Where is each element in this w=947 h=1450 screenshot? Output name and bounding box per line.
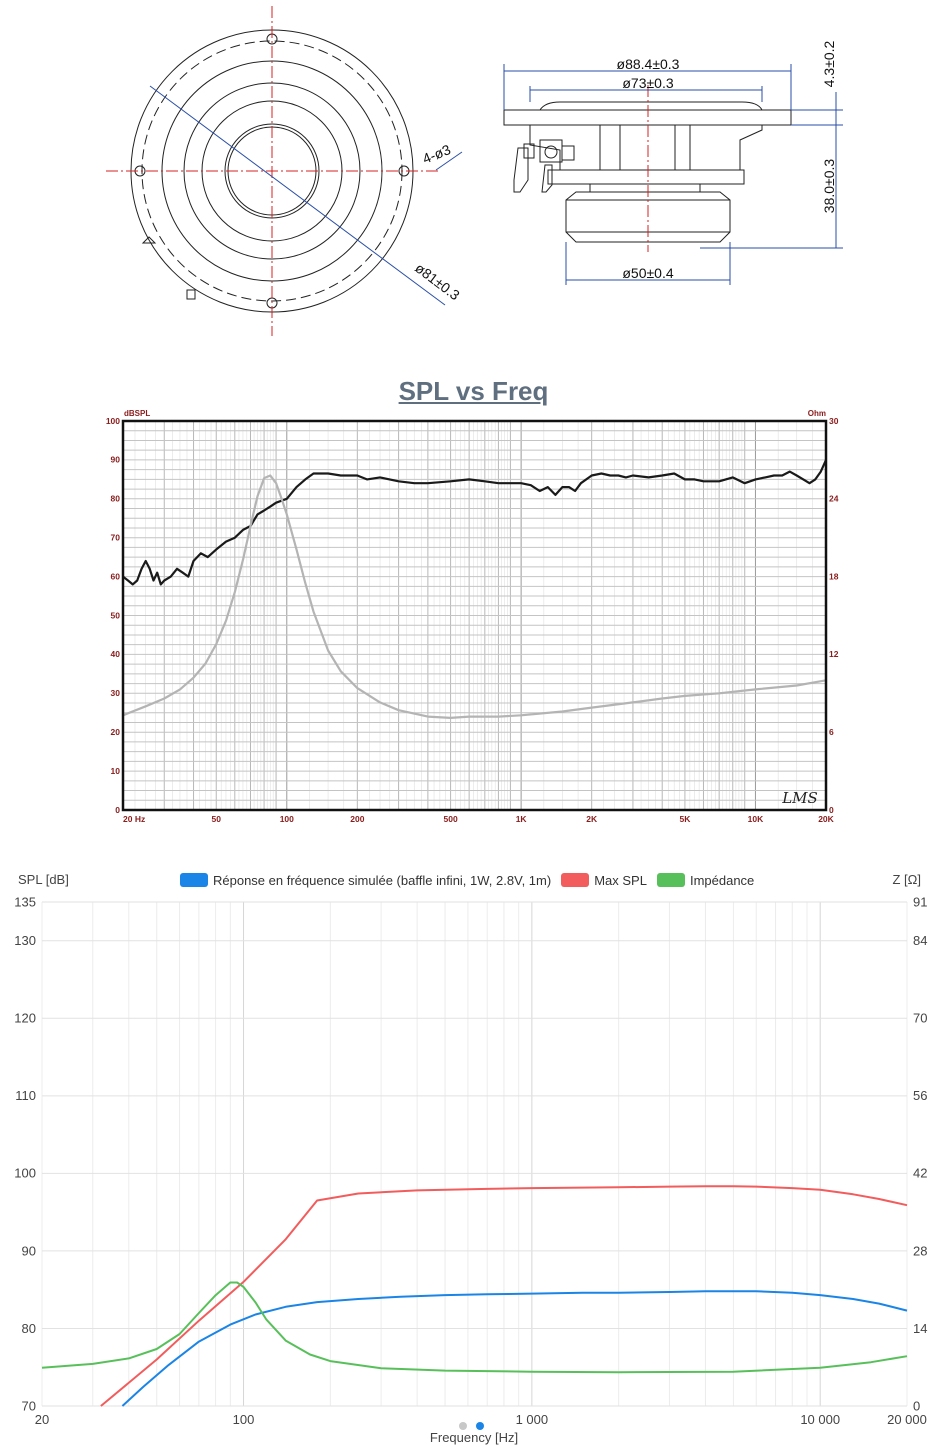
y2-tick-label: 18 [829,571,839,581]
y2-tick-label: 30 [829,416,839,426]
y-tick-label: 100 [14,1166,36,1181]
y-tick-label: 70 [111,533,121,543]
x-tick-label: 100 [280,814,294,824]
y2-tick-label: 24 [829,494,839,504]
chart2-pagination [459,1422,484,1430]
x-tick-label: 500 [443,814,457,824]
x-tick-label: 5K [679,814,691,824]
flange-height-label: 4.3±0.2 [821,40,837,87]
y-tick-label: 135 [14,894,36,909]
frame-diameter-label: ø73±0.3 [622,75,673,91]
y-tick-label: 30 [111,688,121,698]
y2-tick-label: 56 [913,1088,927,1103]
legend-label-response[interactable]: Réponse en fréquence simulée (baffle inf… [213,872,552,888]
y-tick-label: 90 [22,1243,36,1258]
y-tick-label: 80 [22,1321,36,1336]
y-tick-label: 20 [111,727,121,737]
chart1-series [122,459,828,719]
technical-drawing: 4-ø3 ø81±0.3 ø [106,6,843,336]
legend-swatch-max-spl[interactable] [561,873,590,887]
y-tick-label: 70 [22,1398,36,1413]
chart1-watermark: LMS [781,789,818,807]
legend-label-impedance[interactable]: Impédance [689,872,755,888]
y2-tick-label: 12 [829,649,839,659]
y-tick-label: 100 [106,416,120,426]
x-tick-label: 1K [516,814,528,824]
x-tick-label: 1 000 [516,1412,549,1427]
y2-tick-label: 6 [829,727,834,737]
depth-label: 38.0±0.3 [821,159,837,214]
front-centerlines [106,6,438,336]
chart2-grid [41,901,908,1407]
chart1-frame [121,419,828,812]
x-tick-label: 20 [35,1412,49,1427]
chart2-legend: Réponse en fréquence simulée (baffle inf… [180,871,754,889]
y-tick-label: 80 [111,494,121,504]
x-tick-label: 20 000 [887,1412,927,1427]
x-tick-label: 10 000 [800,1412,840,1427]
outer-diameter-label: ø88.4±0.3 [617,56,680,72]
side-dimensions [503,64,843,285]
y-tick-label: 130 [14,933,36,948]
y-tick-label: 10 [111,766,121,776]
x-tick-label: 50 [212,814,222,824]
y2-tick-label: 91 [913,894,927,909]
x-tick-label: 10K [748,814,764,824]
front-dimension [149,85,463,306]
legend-swatch-response[interactable] [180,873,208,887]
spl-vs-freq-title: SPL vs Freq [0,376,947,407]
series-line-2 [41,1281,908,1374]
legend-swatch-impedance[interactable] [656,873,685,887]
x-tick-label: 2K [586,814,598,824]
x-tick-label: 100 [233,1412,255,1427]
chart2-series [41,1185,908,1407]
pagination-dot-1[interactable] [459,1422,467,1430]
chart1-labels: 0 10 20 30 40 50 60 70 80 90 100 0 6 12 18 24 30 20 Hz 50 1… [106,416,839,824]
y2-tick-label: 42 [913,1166,927,1181]
spl-vs-freq-chart: 0 10 20 30 40 50 60 70 80 90 100 0 6 12 18 24 30 20 Hz 50 1… [106,409,839,824]
chart2-left-axis-label: SPL [dB] [18,872,69,887]
y-tick-label: 60 [111,571,121,581]
chart2-right-axis-label: Z [Ω] [892,872,922,887]
chart2-labels: 70 80 90 100 110 120 130 135 0 14 28 42 56 70 84 91 20 10… [14,894,927,1427]
y-tick-label: 0 [115,805,120,815]
x-tick-label: 20 Hz [123,814,145,824]
chart1-left-unit: dBSPL [124,409,150,418]
frequency-simulation-chart: 70 80 90 100 110 120 130 135 0 14 28 42 56 70 84 91 20 10… [14,894,927,1445]
y-tick-label: 90 [111,455,121,465]
legend-label-max-spl[interactable]: Max SPL [594,872,647,888]
y2-tick-label: 70 [913,1011,927,1026]
x-tick-label: 20K [818,814,834,824]
y2-tick-label: 14 [913,1321,927,1336]
series-line-0 [122,459,828,586]
y2-tick-label: 0 [913,1398,920,1413]
y-tick-label: 120 [14,1011,36,1026]
y2-tick-label: 28 [913,1243,927,1258]
y-tick-label: 40 [111,649,121,659]
series-line-0 [121,1290,908,1407]
y2-tick-label: 84 [913,933,927,948]
pagination-dot-2[interactable] [476,1422,484,1430]
holes-label: 4-ø3 [420,141,453,167]
y-tick-label: 50 [111,610,121,620]
chart1-right-unit: Ohm [808,409,826,418]
series-line-1 [100,1185,908,1407]
series-line-1 [122,474,827,719]
magnet-diameter-label: ø50±0.4 [622,265,673,281]
y2-tick-label: 0 [829,805,834,815]
x-tick-label: 200 [350,814,364,824]
front-diameter-label: ø81±0.3 [412,260,463,304]
chart1-grid [122,420,827,811]
chart2-x-axis-label: Frequency [Hz] [430,1430,518,1445]
y-tick-label: 110 [15,1088,36,1103]
chart1-title: SPL vs Freq [398,376,549,406]
